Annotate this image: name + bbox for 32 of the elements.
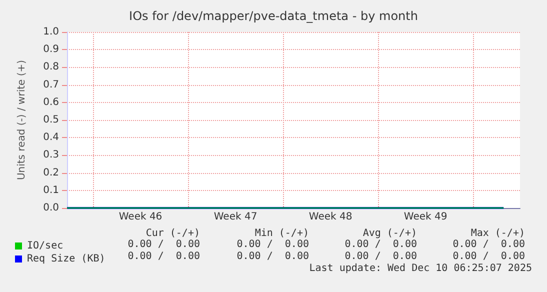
text: Cur (-/+)	[146, 228, 200, 239]
text: 0.00 / 0.00	[344, 239, 417, 250]
y-tick-label: 0.9	[43, 44, 59, 56]
text: 0.00 / 0.00	[128, 239, 200, 250]
y-tick-label: 0.5	[43, 114, 59, 126]
y-tick-label: 0.8	[43, 62, 59, 73]
y-tick-label: 0.3	[43, 150, 59, 161]
x-tick-label: Week 49	[404, 212, 448, 222]
y-tick-label: 0.7	[43, 79, 59, 90]
y-axis-title: Units read (-) / write (+)	[16, 60, 28, 180]
x-tick-label: Week 46	[118, 212, 162, 222]
text: 0.00 / 0.00	[128, 251, 200, 262]
text: Max (-/+)	[470, 228, 525, 239]
text: 0.00 / 0.00	[236, 251, 309, 262]
text: 0.00 / 0.00	[344, 251, 417, 262]
legend-label: Req Size (KB)	[27, 254, 106, 264]
text: 0.00 / 0.00	[452, 239, 525, 250]
text: Avg (-/+)	[362, 228, 417, 239]
text: Last update: Wed Dec 10 06:25:07 2025	[309, 263, 532, 274]
text: 0.00 / 0.00	[236, 239, 309, 250]
y-tick-label: 0.6	[43, 96, 59, 108]
x-tick-label: Week 47	[214, 212, 258, 222]
legend-label: IO/sec	[27, 240, 64, 252]
x-tick-label: Week 48	[308, 212, 352, 222]
chart-title: IOs for /dev/mapper/pve-data_tmeta - by month	[129, 9, 418, 23]
y-tick-label: 0.1	[43, 184, 59, 196]
text: 0.00 / 0.00	[452, 251, 525, 262]
y-tick-label: 0.4	[43, 132, 59, 144]
y-tick-label: 0.2	[43, 167, 59, 178]
text: Min (-/+)	[254, 228, 309, 239]
y-tick-label: 0.0	[43, 202, 59, 214]
y-tick-label: 1.0	[43, 26, 59, 38]
